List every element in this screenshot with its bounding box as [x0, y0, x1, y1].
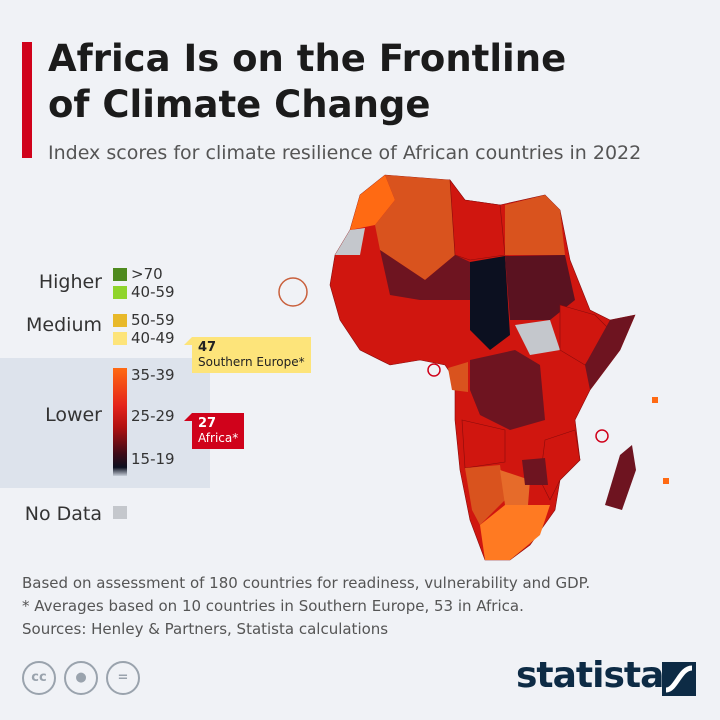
- footnotes: Based on assessment of 180 countries for…: [22, 572, 590, 641]
- map-island-mauritius: [663, 478, 669, 484]
- attribution-icon[interactable]: ●: [64, 661, 98, 695]
- map-region-drc: [470, 350, 545, 430]
- title-accent-bar: [22, 42, 32, 158]
- legend-range: 50-59: [131, 311, 175, 329]
- map-region-namibia: [465, 465, 505, 525]
- footnote: Based on assessment of 180 countries for…: [22, 574, 591, 592]
- map-region-mali-niger: [380, 250, 470, 300]
- no-derivatives-icon[interactable]: =: [106, 661, 140, 695]
- map-island-seychelles: [652, 397, 658, 403]
- map-region-somalia: [585, 315, 635, 390]
- map-region-madagascar: [605, 445, 636, 510]
- footnote: Sources: Henley & Partners, Statista cal…: [22, 620, 389, 638]
- legend-range: 40-59: [131, 283, 175, 301]
- legend-range: 25-29: [131, 407, 175, 425]
- map-region-south-africa: [480, 505, 550, 560]
- map-region-morocco: [350, 175, 395, 230]
- legend-gradient: [113, 368, 127, 476]
- footnote: * Averages based on 10 countries in Sout…: [22, 597, 524, 615]
- legend-range: 40-49: [131, 329, 175, 347]
- legend-range: 15-19: [131, 450, 175, 468]
- legend-lower-band: [0, 358, 210, 488]
- map-region-angola: [461, 419, 506, 469]
- map-island-marker: [595, 429, 609, 443]
- legend-swatch: [113, 268, 127, 281]
- map-region-gabon: [448, 362, 468, 392]
- map-region-zimbabwe: [522, 458, 548, 485]
- page-title: Africa Is on the Frontline of Climate Cha…: [48, 37, 567, 126]
- legend-range: 35-39: [131, 366, 175, 384]
- subtitle: Index scores for climate resilience of A…: [48, 142, 642, 164]
- legend-lower-label: Lower: [45, 404, 102, 426]
- statista-logo-mark: [662, 662, 696, 696]
- callout-southern-europe: 47 Southern Europe*: [184, 337, 311, 373]
- map-region-algeria: [375, 175, 455, 280]
- map-island-marker: [427, 363, 441, 377]
- map-region-south-sudan: [515, 320, 560, 355]
- map-region-mozambique: [539, 429, 581, 501]
- map-region-western-sahara: [335, 228, 365, 255]
- map-region-libya: [449, 179, 506, 261]
- cc-icon[interactable]: cc: [22, 661, 56, 695]
- legend-swatch: [113, 286, 127, 299]
- legend-range: >70: [131, 265, 163, 283]
- map-region-chad: [470, 256, 510, 350]
- legend-medium-label: Medium: [26, 314, 102, 336]
- map-region-egypt: [505, 195, 565, 255]
- statista-logo[interactable]: statista: [516, 655, 664, 696]
- legend-swatch: [113, 332, 127, 345]
- map-region-botswana: [500, 470, 530, 505]
- callout-africa: 27 Africa*: [183, 413, 245, 449]
- legend-higher-label: Higher: [38, 271, 102, 293]
- legend-nodata-label: No Data: [24, 503, 102, 525]
- map-region-sudan: [505, 255, 575, 320]
- map-island-marker: [278, 277, 308, 307]
- legend-swatch: [113, 314, 127, 327]
- legend-swatch: [113, 506, 127, 519]
